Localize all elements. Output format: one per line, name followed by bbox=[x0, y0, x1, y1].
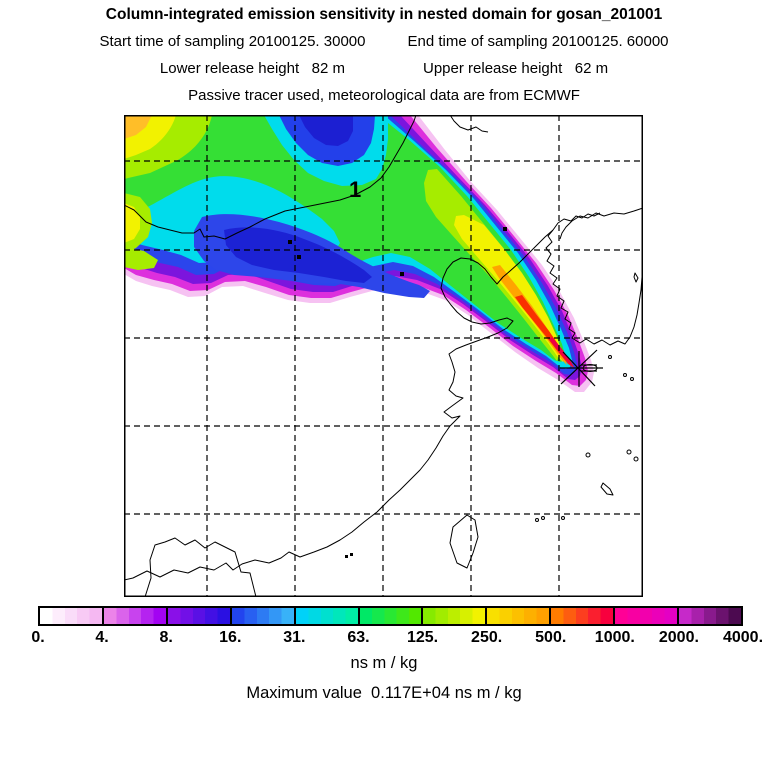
sensitivity-plume bbox=[124, 115, 594, 392]
colorbar-tick: 500. bbox=[535, 629, 567, 646]
sampling-end-text: End time of sampling 20100125. 60000 bbox=[407, 33, 669, 50]
tracer-info-line: Passive tracer used, meteorological data… bbox=[188, 87, 580, 104]
small-island bbox=[561, 516, 565, 520]
map-panel: 1 bbox=[124, 115, 643, 597]
lower-release-text: Lower release height 82 m bbox=[159, 60, 345, 77]
colorbar-units: ns m / kg bbox=[350, 654, 418, 672]
small-island bbox=[626, 449, 632, 455]
ryukyu-island bbox=[600, 482, 614, 496]
map-frame bbox=[124, 115, 643, 597]
colorbar-segment bbox=[103, 608, 168, 624]
colorbar-segment bbox=[40, 608, 104, 624]
tsushima-island bbox=[633, 272, 639, 283]
colorbar-segment bbox=[551, 608, 616, 624]
south-china-inland-border bbox=[144, 537, 257, 597]
gosan-receptor-marker bbox=[560, 349, 603, 387]
coastlines bbox=[124, 115, 643, 597]
upper-release-text: Upper release height 62 m bbox=[423, 60, 609, 77]
yalu-border bbox=[552, 212, 601, 231]
colorbar-segment bbox=[359, 608, 424, 624]
colorbar-tick: 0. bbox=[31, 629, 45, 646]
small-island bbox=[541, 516, 545, 520]
colorbar-segment bbox=[615, 608, 680, 624]
sampling-times-line: Start time of sampling 20100125. 30000 E… bbox=[0, 33, 768, 50]
colorbar-tick: 2000. bbox=[658, 629, 699, 646]
colorbar-tick-labels: 0. 4. 8. 16. 31. 63. 125. 250. 500. 1000. 2000. 400… bbox=[31, 629, 763, 647]
colorbar-tick: 8. bbox=[159, 629, 173, 646]
korea-peninsula-coastline bbox=[545, 229, 643, 346]
nested-domain-label: 1 bbox=[349, 177, 361, 202]
colorbar-tick: 4. bbox=[95, 629, 109, 646]
lat-lon-gridlines bbox=[124, 115, 643, 597]
colorbar-tick: 250. bbox=[471, 629, 503, 646]
colorbar bbox=[38, 606, 743, 626]
small-island bbox=[535, 518, 539, 522]
colorbar-segment bbox=[231, 608, 296, 624]
russia-china-border bbox=[449, 115, 489, 133]
colorbar-tick: 63. bbox=[347, 629, 370, 646]
colorbar-tick: 16. bbox=[219, 629, 242, 646]
colorbar-tick: 1000. bbox=[594, 629, 635, 646]
colorbar-tick: 4000. bbox=[722, 629, 764, 646]
page-title: Column-integrated emission sensitivity i… bbox=[105, 6, 663, 23]
city-markers bbox=[288, 227, 507, 558]
colorbar-segment bbox=[487, 608, 552, 624]
small-island bbox=[585, 452, 591, 458]
sampling-start-text: Start time of sampling 20100125. 30000 bbox=[99, 33, 366, 50]
russia-coastline bbox=[559, 207, 643, 240]
small-island bbox=[633, 456, 639, 462]
china-coastline bbox=[124, 229, 554, 581]
small-island bbox=[630, 377, 634, 381]
colorbar-tick: 31. bbox=[283, 629, 306, 646]
colorbar-segment bbox=[295, 608, 360, 624]
colorbar-segment bbox=[679, 608, 741, 624]
maximum-value-line: Maximum value 0.117E+04 ns m / kg bbox=[246, 684, 522, 702]
mongolia-china-border bbox=[124, 115, 417, 240]
colorbar-segment bbox=[423, 608, 488, 624]
map-canvas: 1 bbox=[124, 115, 643, 597]
taiwan-island bbox=[449, 514, 479, 569]
release-heights-line: Lower release height 82 m Upper release … bbox=[0, 60, 768, 77]
colorbar-segment bbox=[167, 608, 232, 624]
colorbar-tick: 125. bbox=[406, 629, 439, 646]
small-island bbox=[608, 355, 612, 359]
small-island bbox=[623, 373, 627, 377]
